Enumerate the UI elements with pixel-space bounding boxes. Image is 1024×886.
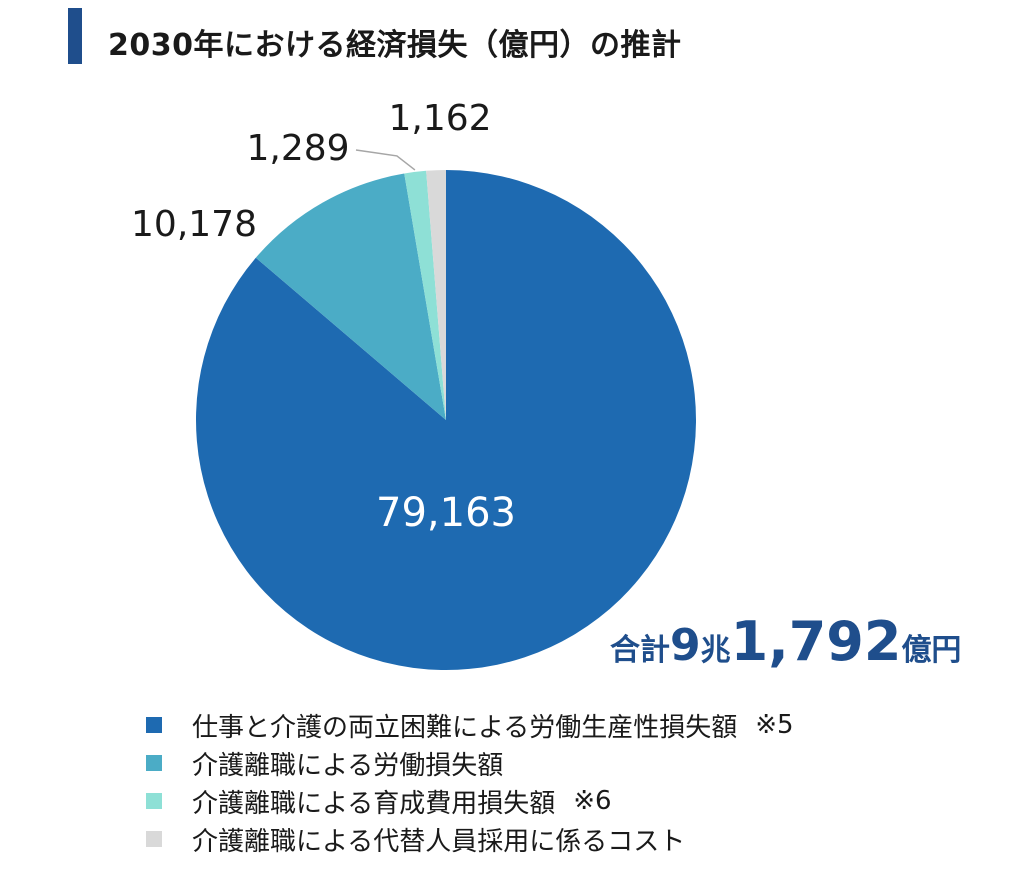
pie-slice (255, 173, 446, 420)
legend-swatch (146, 717, 162, 733)
slice-data-label: 1,162 (388, 98, 491, 139)
pie-chart: 79,163 10,178 1,289 1,162 (131, 98, 696, 670)
total-num2: 1,792 (730, 610, 902, 673)
legend-item: 介護離職による育成費用損失額 ※6 (146, 782, 794, 820)
legend-label: 介護離職による労働損失額 (192, 750, 504, 781)
title-accent-bar (68, 8, 82, 64)
chart-title: 2030年における経済損失（億円）の推計 (108, 28, 682, 63)
chart-legend: 仕事と介護の両立困難による労働生産性損失額 ※5 介護離職による労働損失額 介護離… (146, 706, 794, 858)
legend-note: ※5 (755, 710, 794, 740)
legend-item: 介護離職による代替人員採用に係るコスト (146, 820, 794, 858)
legend-item: 介護離職による労働損失額 (146, 744, 794, 782)
total-amount: 合計9兆1,792億円 (610, 610, 961, 673)
pie-slice (426, 170, 446, 420)
legend-label: 介護離職による育成費用損失額 (192, 788, 556, 819)
legend-swatch (146, 793, 162, 809)
legend-note: ※6 (573, 786, 612, 816)
total-prefix: 合計 (610, 633, 670, 668)
legend-item: 仕事と介護の両立困難による労働生産性損失額 ※5 (146, 706, 794, 744)
total-num1: 9 (670, 620, 701, 671)
total-unit2: 億円 (901, 633, 962, 668)
slice-data-label: 1,289 (246, 128, 349, 169)
leader-line (355, 149, 416, 171)
legend-swatch (146, 831, 162, 847)
legend-label: 介護離職による代替人員採用に係るコスト (192, 826, 686, 857)
slice-data-label: 10,178 (131, 204, 257, 245)
legend-label: 仕事と介護の両立困難による労働生産性損失額 (192, 712, 738, 743)
total-unit1: 兆 (700, 633, 731, 668)
slice-data-label: 79,163 (376, 490, 516, 536)
legend-swatch (146, 755, 162, 771)
pie-slice (404, 170, 446, 420)
